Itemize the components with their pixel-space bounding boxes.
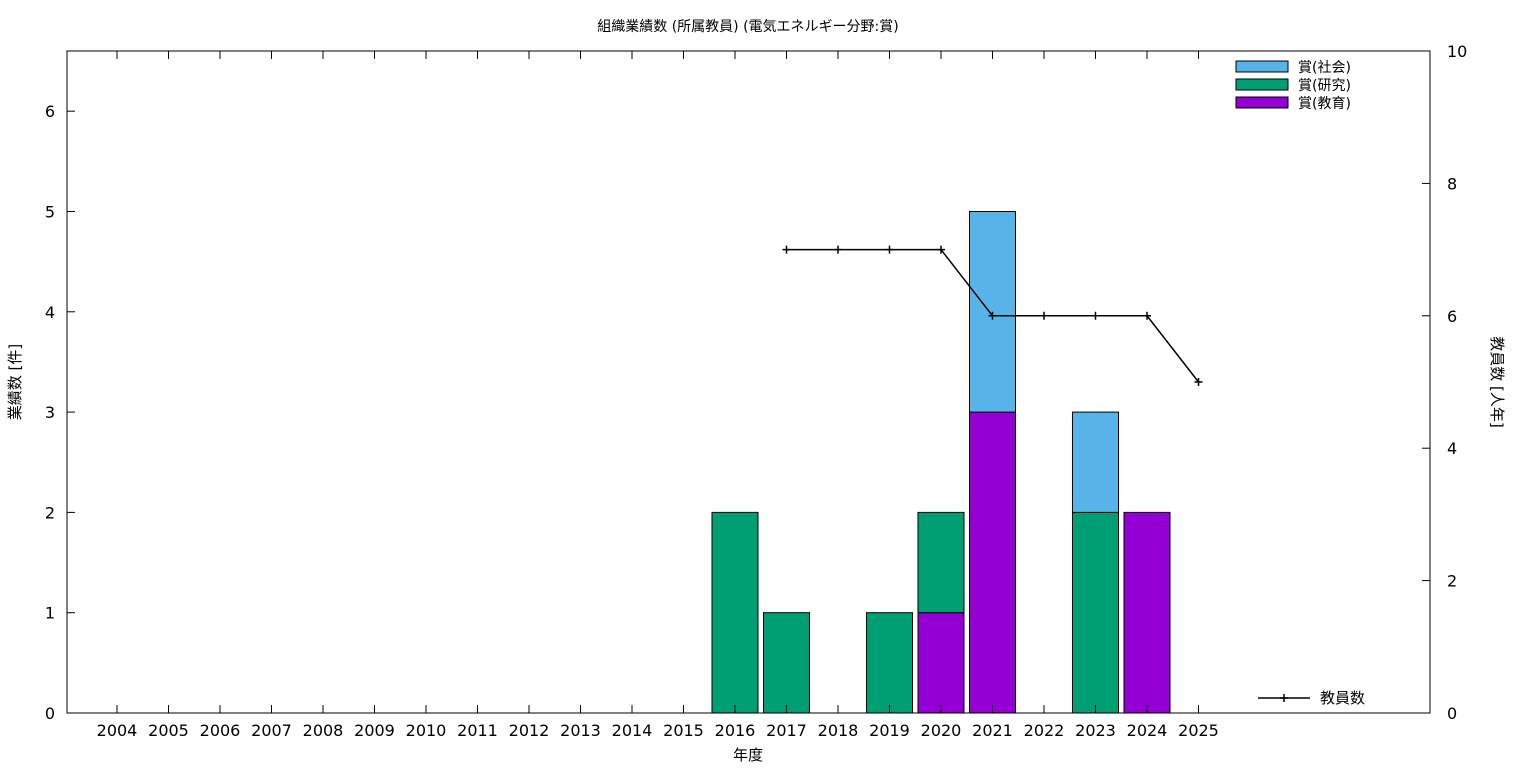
x-tick-label: 2013	[560, 721, 601, 740]
y2-axis-label: 教員数 [人年]	[1488, 336, 1506, 427]
legend-swatch	[1235, 60, 1289, 73]
x-tick-label: 2024	[1127, 721, 1168, 740]
y-tick-label: 2	[45, 503, 55, 522]
y-tick-label: 0	[45, 704, 55, 723]
legend-swatch	[1235, 78, 1289, 91]
legend-line-marker	[1280, 694, 1288, 702]
x-tick-label: 2004	[97, 721, 138, 740]
x-tick-label: 2011	[457, 721, 498, 740]
chart-title: 組織業績数 (所属教員) (電気エネルギー分野:賞)	[597, 19, 898, 35]
y-tick-label: 5	[45, 202, 55, 221]
x-tick-label: 2005	[148, 721, 189, 740]
legend-label: 賞(社会)	[1298, 60, 1351, 76]
faculty-line-layer	[782, 245, 1203, 386]
bar	[1072, 511, 1119, 714]
legend: 賞(社会) 賞(研究) 賞(教育) 教員数	[1235, 60, 1365, 707]
x-tick-label: 2017	[766, 721, 807, 740]
line-point	[988, 311, 997, 320]
bar	[866, 612, 913, 714]
bar	[763, 612, 810, 714]
y2-tick-label: 2	[1447, 572, 1457, 591]
x-tick-label: 2018	[818, 721, 859, 740]
x-tick-label: 2006	[200, 721, 241, 740]
line-point	[885, 245, 894, 254]
legend-label: 賞(教育)	[1298, 96, 1351, 112]
line-point	[782, 245, 791, 254]
y2-tick-label: 4	[1447, 439, 1457, 458]
x-tick-label: 2023	[1075, 721, 1116, 740]
x-tick-label: 2012	[509, 721, 550, 740]
x-tick-label: 2014	[612, 721, 653, 740]
y2-tick-label: 8	[1447, 174, 1457, 193]
y2-tick-label: 10	[1447, 42, 1467, 61]
line-point	[1194, 378, 1203, 386]
x-tick-label: 2016	[715, 721, 756, 740]
y-tick-label: 3	[45, 403, 55, 422]
axes-layer: 0 1 2 3 4 5 6 0 2 4 6 8 10 2004 2005 2006 2007 2008 2009 20…	[45, 42, 1468, 740]
bar	[1123, 511, 1171, 714]
plot-frame	[66, 50, 1431, 714]
y2-tick-label: 6	[1447, 307, 1457, 326]
x-tick-label: 2007	[251, 721, 292, 740]
line-point	[1040, 311, 1048, 320]
y2-tick-label: 0	[1447, 704, 1457, 723]
x-tick-label: 2008	[303, 721, 344, 740]
x-tick-label: 2009	[354, 721, 395, 740]
x-tick-label: 2019	[869, 721, 910, 740]
bar	[1072, 411, 1119, 513]
x-tick-label: 2021	[972, 721, 1013, 740]
x-axis-label: 年度	[733, 746, 763, 764]
y-tick-label: 6	[45, 102, 55, 121]
line-point	[1143, 311, 1151, 320]
legend-line-label: 教員数	[1320, 689, 1365, 707]
line-point	[1091, 311, 1100, 320]
x-tick-label: 2022	[1024, 721, 1065, 740]
bar	[917, 511, 965, 614]
legend-swatch	[1235, 96, 1289, 109]
x-tick-label: 2020	[921, 721, 962, 740]
legend-label: 賞(研究)	[1298, 78, 1351, 94]
bars-layer	[711, 210, 1171, 714]
bar	[711, 511, 759, 714]
x-tick-label: 2015	[663, 721, 704, 740]
line-point	[834, 245, 842, 254]
y-axis-label: 業績数 [件]	[6, 344, 24, 420]
bar	[917, 612, 965, 714]
line-point	[937, 245, 945, 254]
bar	[969, 210, 1016, 413]
y-tick-label: 4	[45, 303, 55, 322]
y-tick-label: 1	[45, 604, 55, 623]
x-tick-label: 2025	[1178, 721, 1219, 740]
bar	[969, 411, 1016, 714]
x-tick-label: 2010	[406, 721, 447, 740]
